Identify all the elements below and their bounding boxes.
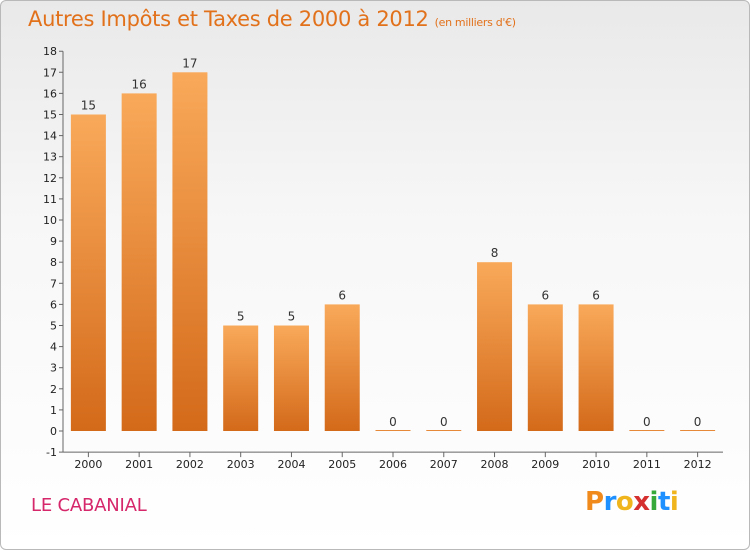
- x-tick-label: 2001: [125, 458, 153, 471]
- logo-letter: i: [669, 487, 679, 517]
- bar: [324, 304, 360, 431]
- y-tick-label: 1: [50, 404, 57, 417]
- bar: [273, 325, 309, 431]
- logo-letter: r: [603, 487, 617, 517]
- bar-value-label: 5: [288, 310, 296, 324]
- bar-value-label: 8: [491, 246, 499, 260]
- logo-letter: i: [649, 487, 659, 517]
- bar-value-label: 6: [541, 288, 549, 302]
- y-tick-label: 0: [50, 425, 57, 438]
- bar: [375, 430, 411, 431]
- y-tick-label: 5: [50, 320, 57, 333]
- y-tick-label: 12: [43, 172, 57, 185]
- x-tick-label: 2002: [176, 458, 204, 471]
- bar-value-label: 17: [182, 56, 197, 70]
- y-tick-label: 14: [43, 130, 57, 143]
- x-tick-label: 2009: [531, 458, 559, 471]
- logo-letter: o: [615, 487, 634, 517]
- y-tick-label: 4: [50, 341, 57, 354]
- bar: [629, 430, 665, 431]
- bar-value-label: 16: [132, 77, 147, 91]
- logo-letter: t: [657, 487, 670, 517]
- x-tick-label: 2010: [582, 458, 610, 471]
- chart-title-text: Autres Impôts et Taxes de 2000 à 2012: [28, 7, 429, 31]
- bar-value-label: 0: [694, 415, 702, 429]
- y-tick-label: 18: [43, 45, 57, 58]
- y-tick-label: 10: [43, 214, 57, 227]
- proxiti-logo: Proxiti: [585, 487, 679, 517]
- x-tick-label: 2008: [481, 458, 509, 471]
- bar: [70, 114, 106, 431]
- x-tick-label: 2003: [227, 458, 255, 471]
- x-tick-label: 2011: [633, 458, 661, 471]
- x-tick-label: 2012: [684, 458, 712, 471]
- y-tick-label: 15: [43, 109, 57, 122]
- bar: [527, 304, 563, 431]
- x-tick-label: 2005: [328, 458, 356, 471]
- y-tick-label: 2: [50, 383, 57, 396]
- x-tick-label: 2007: [430, 458, 458, 471]
- bar: [172, 72, 208, 432]
- y-tick-label: 7: [50, 277, 57, 290]
- bar: [477, 262, 513, 431]
- chart-title: Autres Impôts et Taxes de 2000 à 2012 (en…: [28, 7, 516, 31]
- logo-letter: x: [633, 487, 650, 517]
- bar-value-label: 15: [81, 99, 96, 113]
- logo-letter: P: [585, 487, 604, 517]
- x-tick-label: 2004: [277, 458, 305, 471]
- bar: [426, 430, 462, 431]
- bar: [680, 430, 716, 431]
- bar-value-label: 6: [338, 288, 346, 302]
- y-tick-label: 11: [43, 193, 57, 206]
- bar-value-label: 6: [592, 288, 600, 302]
- y-tick-label: 3: [50, 362, 57, 375]
- y-tick-label: 6: [50, 298, 57, 311]
- y-tick-label: 8: [50, 256, 57, 269]
- bar: [578, 304, 614, 431]
- y-tick-label: 17: [43, 66, 57, 79]
- y-tick-label: 16: [43, 87, 57, 100]
- bar-value-label: 0: [643, 415, 651, 429]
- y-tick-label: 13: [43, 151, 57, 164]
- y-tick-label: -1: [46, 446, 57, 459]
- bar: [223, 325, 259, 431]
- y-tick-label: 9: [50, 235, 57, 248]
- x-tick-label: 2006: [379, 458, 407, 471]
- bar-value-label: 0: [389, 415, 397, 429]
- chart-title-unit: (en milliers d'€): [434, 16, 516, 29]
- bar-value-label: 5: [237, 310, 245, 324]
- bar: [121, 93, 157, 432]
- city-name: LE CABANIAL: [31, 495, 147, 516]
- bar-value-label: 0: [440, 415, 448, 429]
- x-tick-label: 2000: [74, 458, 102, 471]
